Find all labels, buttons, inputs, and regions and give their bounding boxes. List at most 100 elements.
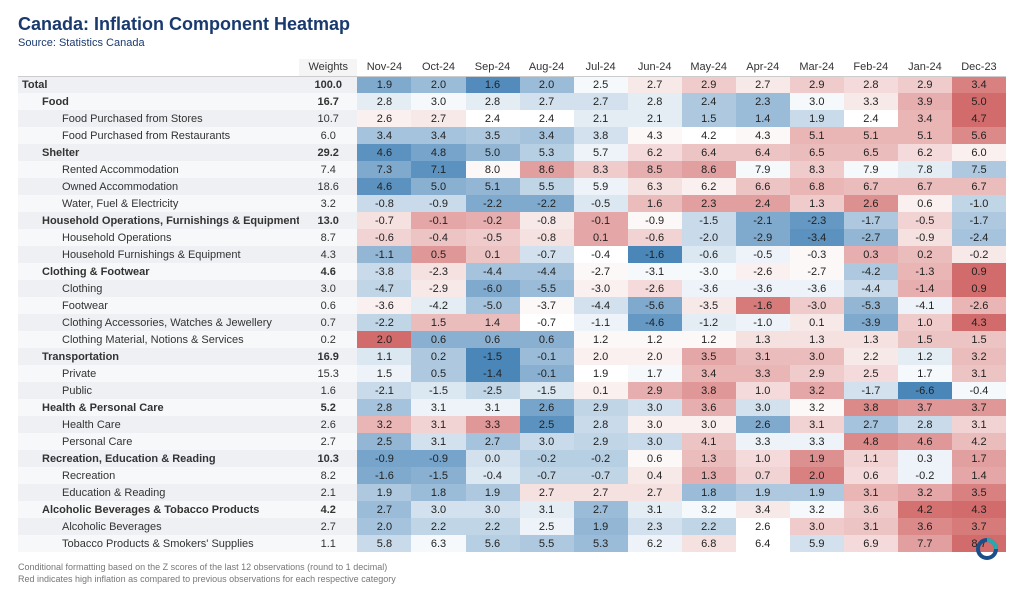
table-row: Private15.31.50.5-1.4-0.11.91.73.43.32.9… [18,365,1006,382]
row-weight: 18.6 [299,178,357,195]
heatmap-cell: 2.0 [574,348,628,365]
heatmap-cell: -3.4 [790,229,844,246]
heatmap-cell: 3.3 [844,93,898,110]
heatmap-cell: 2.7 [357,501,411,518]
heatmap-cell: 0.1 [790,314,844,331]
heatmap-cell: 3.0 [411,501,465,518]
heatmap-cell: 6.2 [898,144,952,161]
heatmap-cell: 3.0 [411,93,465,110]
heatmap-cell: -0.6 [357,229,411,246]
heatmap-cell: 3.9 [898,93,952,110]
heatmap-cell: 1.4 [952,467,1006,484]
heatmap-cell: 3.0 [520,433,574,450]
heatmap-cell: 8.3 [574,161,628,178]
heatmap-cell: -0.8 [520,212,574,229]
header-month: Mar-24 [790,59,844,76]
heatmap-cell: 6.4 [682,144,736,161]
heatmap-cell: 1.9 [357,484,411,501]
heatmap-cell: -0.9 [411,195,465,212]
heatmap-cell: 7.1 [411,161,465,178]
heatmap-cell: 2.8 [574,416,628,433]
heatmap-cell: -2.2 [357,314,411,331]
heatmap-cell: 5.6 [952,127,1006,144]
header-blank [18,59,299,76]
table-row: Household Operations8.7-0.6-0.4-0.5-0.80… [18,229,1006,246]
heatmap-cell: 2.4 [682,93,736,110]
heatmap-cell: -0.6 [682,246,736,263]
heatmap-cell: 2.7 [520,484,574,501]
row-weight: 3.0 [299,280,357,297]
heatmap-cell: 3.7 [952,399,1006,416]
row-weight: 0.2 [299,331,357,348]
heatmap-cell: 1.1 [357,348,411,365]
heatmap-cell: -1.3 [898,263,952,280]
heatmap-cell: 6.8 [682,535,736,552]
heatmap-cell: -5.0 [466,297,520,314]
heatmap-cell: 2.3 [682,195,736,212]
heatmap-cell: 3.5 [466,127,520,144]
heatmap-cell: -1.7 [844,212,898,229]
heatmap-cell: 0.6 [520,331,574,348]
heatmap-cell: 0.6 [844,467,898,484]
row-weight: 1.6 [299,382,357,399]
table-row: Health Care2.63.23.13.32.52.83.03.02.63.… [18,416,1006,433]
heatmap-cell: 3.0 [790,93,844,110]
row-label: Clothing Accessories, Watches & Jeweller… [18,314,299,331]
row-label: Total [18,76,299,93]
heatmap-cell: -4.4 [574,297,628,314]
heatmap-cell: 6.4 [736,144,790,161]
heatmap-cell: 1.7 [898,365,952,382]
heatmap-cell: -3.6 [736,280,790,297]
heatmap-cell: 0.6 [466,331,520,348]
heatmap-cell: -4.4 [466,263,520,280]
heatmap-cell: -6.6 [898,382,952,399]
heatmap-cell: 1.9 [574,518,628,535]
table-row: Transportation16.91.10.2-1.5-0.12.02.03.… [18,348,1006,365]
heatmap-cell: 8.3 [790,161,844,178]
heatmap-cell: 0.7 [736,467,790,484]
heatmap-cell: -0.1 [520,348,574,365]
heatmap-cell: 0.5 [411,365,465,382]
row-weight: 7.4 [299,161,357,178]
heatmap-cell: 6.7 [844,178,898,195]
row-label: Recreation, Education & Reading [18,450,299,467]
heatmap-cell: 6.5 [790,144,844,161]
row-weight: 6.0 [299,127,357,144]
heatmap-cell: -0.1 [574,212,628,229]
heatmap-cell: -2.9 [411,280,465,297]
heatmap-cell: 1.0 [736,450,790,467]
heatmap-cell: -3.6 [790,280,844,297]
heatmap-cell: 2.5 [520,518,574,535]
heatmap-cell: 3.0 [682,416,736,433]
heatmap-cell: 3.6 [844,501,898,518]
heatmap-cell: 2.7 [574,93,628,110]
heatmap-cell: 2.9 [574,399,628,416]
heatmap-cell: -0.5 [466,229,520,246]
row-weight: 3.2 [299,195,357,212]
heatmap-cell: 3.4 [520,127,574,144]
heatmap-cell: -4.4 [520,263,574,280]
row-weight: 2.6 [299,416,357,433]
heatmap-cell: 4.6 [898,433,952,450]
heatmap-cell: 3.0 [628,416,682,433]
heatmap-cell: 3.2 [898,484,952,501]
row-weight: 15.3 [299,365,357,382]
heatmap-cell: 1.3 [790,331,844,348]
heatmap-cell: 0.2 [898,246,952,263]
table-row: Food Purchased from Restaurants6.03.43.4… [18,127,1006,144]
heatmap-cell: 2.5 [844,365,898,382]
heatmap-cell: -3.5 [682,297,736,314]
row-label: Clothing Material, Notions & Services [18,331,299,348]
row-label: Recreation [18,467,299,484]
heatmap-cell: 5.0 [466,144,520,161]
heatmap-cell: -1.4 [898,280,952,297]
row-weight: 0.6 [299,297,357,314]
heatmap-cell: -0.3 [790,246,844,263]
heatmap-cell: -0.2 [574,450,628,467]
heatmap-cell: 6.3 [628,178,682,195]
row-weight: 10.7 [299,110,357,127]
heatmap-cell: 2.6 [736,416,790,433]
brand-logo-icon [974,536,1000,565]
heatmap-cell: 2.9 [574,433,628,450]
heatmap-cell: 2.9 [790,365,844,382]
